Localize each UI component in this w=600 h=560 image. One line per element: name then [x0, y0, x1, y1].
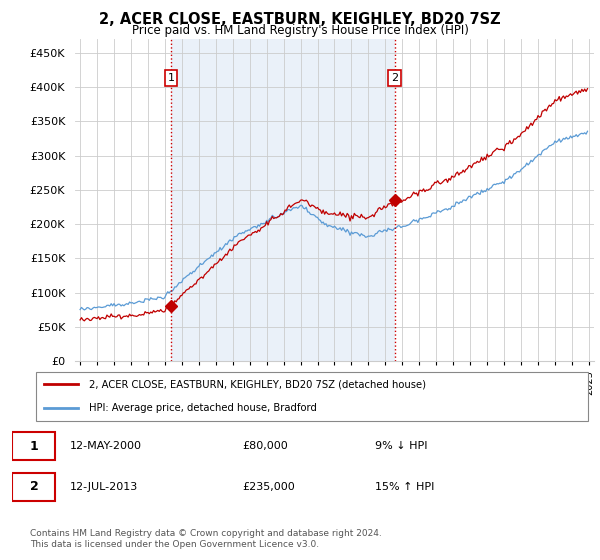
Text: 12-MAY-2000: 12-MAY-2000	[70, 441, 142, 451]
Text: 1: 1	[167, 73, 175, 83]
Text: 1: 1	[29, 440, 38, 453]
Text: 9% ↓ HPI: 9% ↓ HPI	[375, 441, 427, 451]
Text: £80,000: £80,000	[242, 441, 288, 451]
Bar	[171, 39, 395, 361]
Text: Price paid vs. HM Land Registry's House Price Index (HPI): Price paid vs. HM Land Registry's House …	[131, 24, 469, 37]
Text: 2, ACER CLOSE, EASTBURN, KEIGHLEY, BD20 7SZ: 2, ACER CLOSE, EASTBURN, KEIGHLEY, BD20 …	[99, 12, 501, 27]
Text: HPI: Average price, detached house, Bradford: HPI: Average price, detached house, Brad…	[89, 403, 317, 413]
Text: 2, ACER CLOSE, EASTBURN, KEIGHLEY, BD20 7SZ (detached house): 2, ACER CLOSE, EASTBURN, KEIGHLEY, BD20 …	[89, 380, 426, 390]
Text: 15% ↑ HPI: 15% ↑ HPI	[375, 482, 434, 492]
Text: Contains HM Land Registry data © Crown copyright and database right 2024.
This d: Contains HM Land Registry data © Crown c…	[30, 529, 382, 549]
Text: 12-JUL-2013: 12-JUL-2013	[70, 482, 138, 492]
FancyBboxPatch shape	[12, 432, 55, 460]
Text: 2: 2	[29, 480, 38, 493]
Text: 2: 2	[391, 73, 398, 83]
Text: £235,000: £235,000	[242, 482, 295, 492]
FancyBboxPatch shape	[12, 473, 55, 501]
FancyBboxPatch shape	[36, 372, 588, 421]
